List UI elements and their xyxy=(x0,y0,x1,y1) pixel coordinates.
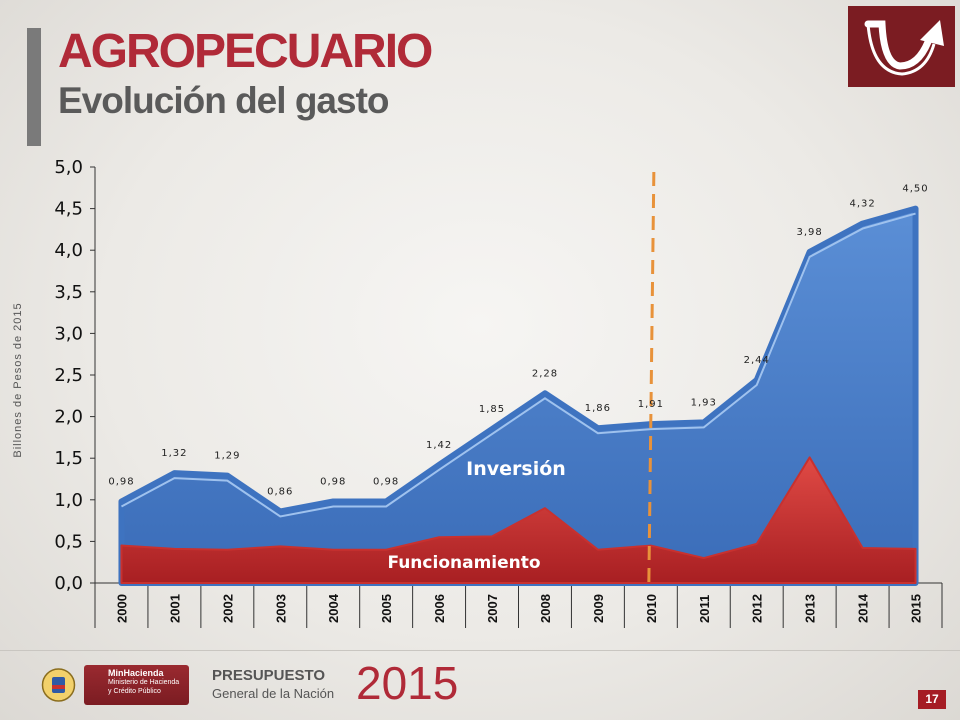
data-label: 1,42 xyxy=(426,440,452,451)
series-label-inversion: Inversión xyxy=(466,458,566,480)
ministry-sub2: y Crédito Público xyxy=(108,688,161,695)
page-title: AGROPECUARIO xyxy=(58,25,433,78)
chart: 0,0 0,5 1,0 1,5 2,0 2,5 3,0 3,5 4,0 4,5 5,0 2000 200… xyxy=(12,157,943,628)
title-accent-bar xyxy=(27,28,41,146)
reference-line-2010 xyxy=(647,171,656,584)
data-label: 0,98 xyxy=(320,476,346,487)
arrow-u-turn-icon xyxy=(864,20,944,76)
data-label: 2,44 xyxy=(744,355,770,366)
logo-badge xyxy=(848,6,955,87)
ministry-name: MinHacienda xyxy=(108,668,164,678)
x-tick-label: 2001 xyxy=(167,594,182,623)
y-tick-label: 0,5 xyxy=(54,531,83,552)
x-tick-label: 2008 xyxy=(538,594,553,623)
y-tick-label: 3,0 xyxy=(54,323,83,344)
colombia-crest-icon xyxy=(41,668,76,702)
y-tick-label: 1,5 xyxy=(54,448,83,469)
data-label: 1,85 xyxy=(479,404,505,415)
x-tick-label: 2004 xyxy=(326,593,341,623)
x-tick-label: 2013 xyxy=(803,594,818,623)
data-label: 3,98 xyxy=(797,227,823,238)
data-label: 0,98 xyxy=(373,476,399,487)
x-tick-label: 2014 xyxy=(856,593,871,623)
data-label: 1,86 xyxy=(585,403,611,414)
page-number: 17 xyxy=(918,690,946,709)
series-area-inversion xyxy=(118,205,919,586)
ministry-sub1: Ministerio de Hacienda xyxy=(108,679,180,686)
budget-year: 2015 xyxy=(356,657,459,709)
x-tick-label: 2003 xyxy=(273,594,288,623)
x-tick-label: 2005 xyxy=(379,594,394,623)
data-label: 0,98 xyxy=(108,476,134,487)
y-axis-label: Billones de Pesos de 2015 xyxy=(12,302,24,457)
data-label: 1,91 xyxy=(638,399,664,410)
data-label: 1,93 xyxy=(691,397,717,408)
x-tick-label: 2010 xyxy=(644,594,659,623)
x-tick-label: 2009 xyxy=(591,594,606,623)
x-tick-label: 2007 xyxy=(485,594,500,623)
x-tick-label: 2000 xyxy=(114,594,129,623)
budget-sublabel: General de la Nación xyxy=(212,686,335,701)
y-tick-label: 5,0 xyxy=(54,157,83,178)
series-area-funcionamiento xyxy=(120,456,917,584)
y-tick-label: 2,5 xyxy=(54,365,83,386)
x-tick-label: 2002 xyxy=(220,594,235,623)
y-tick-label: 4,5 xyxy=(54,199,83,220)
data-label: 0,86 xyxy=(267,486,293,497)
data-label: 4,50 xyxy=(902,184,928,195)
y-tick-label: 1,0 xyxy=(54,490,83,511)
footer-divider xyxy=(0,650,960,651)
x-tick-label: 2006 xyxy=(432,594,447,623)
data-label: 4,32 xyxy=(849,199,875,210)
x-tick-label: 2012 xyxy=(750,594,765,623)
page-subtitle: Evolución del gasto xyxy=(58,80,389,121)
x-tick-label: 2011 xyxy=(697,595,712,623)
ministry-logo: MinHacienda Ministerio de Hacienda y Cré… xyxy=(84,665,189,705)
data-label: 1,29 xyxy=(214,451,240,462)
y-tick-label: 0,0 xyxy=(54,573,83,594)
series-highlight-inversion xyxy=(120,212,916,518)
data-label: 1,32 xyxy=(161,448,187,459)
y-tick-label: 4,0 xyxy=(54,240,83,261)
series-label-funcionamiento: Funcionamiento xyxy=(387,553,540,573)
y-tick-label: 2,0 xyxy=(54,407,83,428)
y-tick-label: 3,5 xyxy=(54,282,83,303)
data-label: 2,28 xyxy=(532,368,558,379)
budget-label: PRESUPUESTO xyxy=(212,667,326,684)
x-tick-label: 2015 xyxy=(909,594,924,623)
